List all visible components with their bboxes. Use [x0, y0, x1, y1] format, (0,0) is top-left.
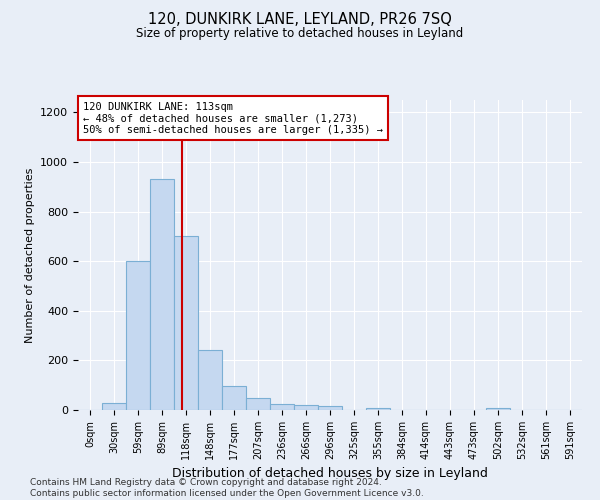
Bar	[174, 236, 198, 410]
Bar	[294, 405, 318, 410]
Text: 120, DUNKIRK LANE, LEYLAND, PR26 7SQ: 120, DUNKIRK LANE, LEYLAND, PR26 7SQ	[148, 12, 452, 28]
Text: 120 DUNKIRK LANE: 113sqm
← 48% of detached houses are smaller (1,273)
50% of sem: 120 DUNKIRK LANE: 113sqm ← 48% of detach…	[83, 102, 383, 134]
Y-axis label: Number of detached properties: Number of detached properties	[25, 168, 35, 342]
Text: Size of property relative to detached houses in Leyland: Size of property relative to detached ho…	[136, 28, 464, 40]
Bar	[198, 350, 222, 410]
Bar	[222, 386, 246, 410]
Bar	[246, 398, 270, 410]
Text: Contains HM Land Registry data © Crown copyright and database right 2024.
Contai: Contains HM Land Registry data © Crown c…	[30, 478, 424, 498]
X-axis label: Distribution of detached houses by size in Leyland: Distribution of detached houses by size …	[172, 468, 488, 480]
Bar	[270, 404, 294, 410]
Bar	[102, 402, 126, 410]
Bar	[318, 406, 342, 410]
Bar	[486, 408, 510, 410]
Bar	[126, 261, 150, 410]
Bar	[366, 408, 390, 410]
Bar	[150, 180, 174, 410]
